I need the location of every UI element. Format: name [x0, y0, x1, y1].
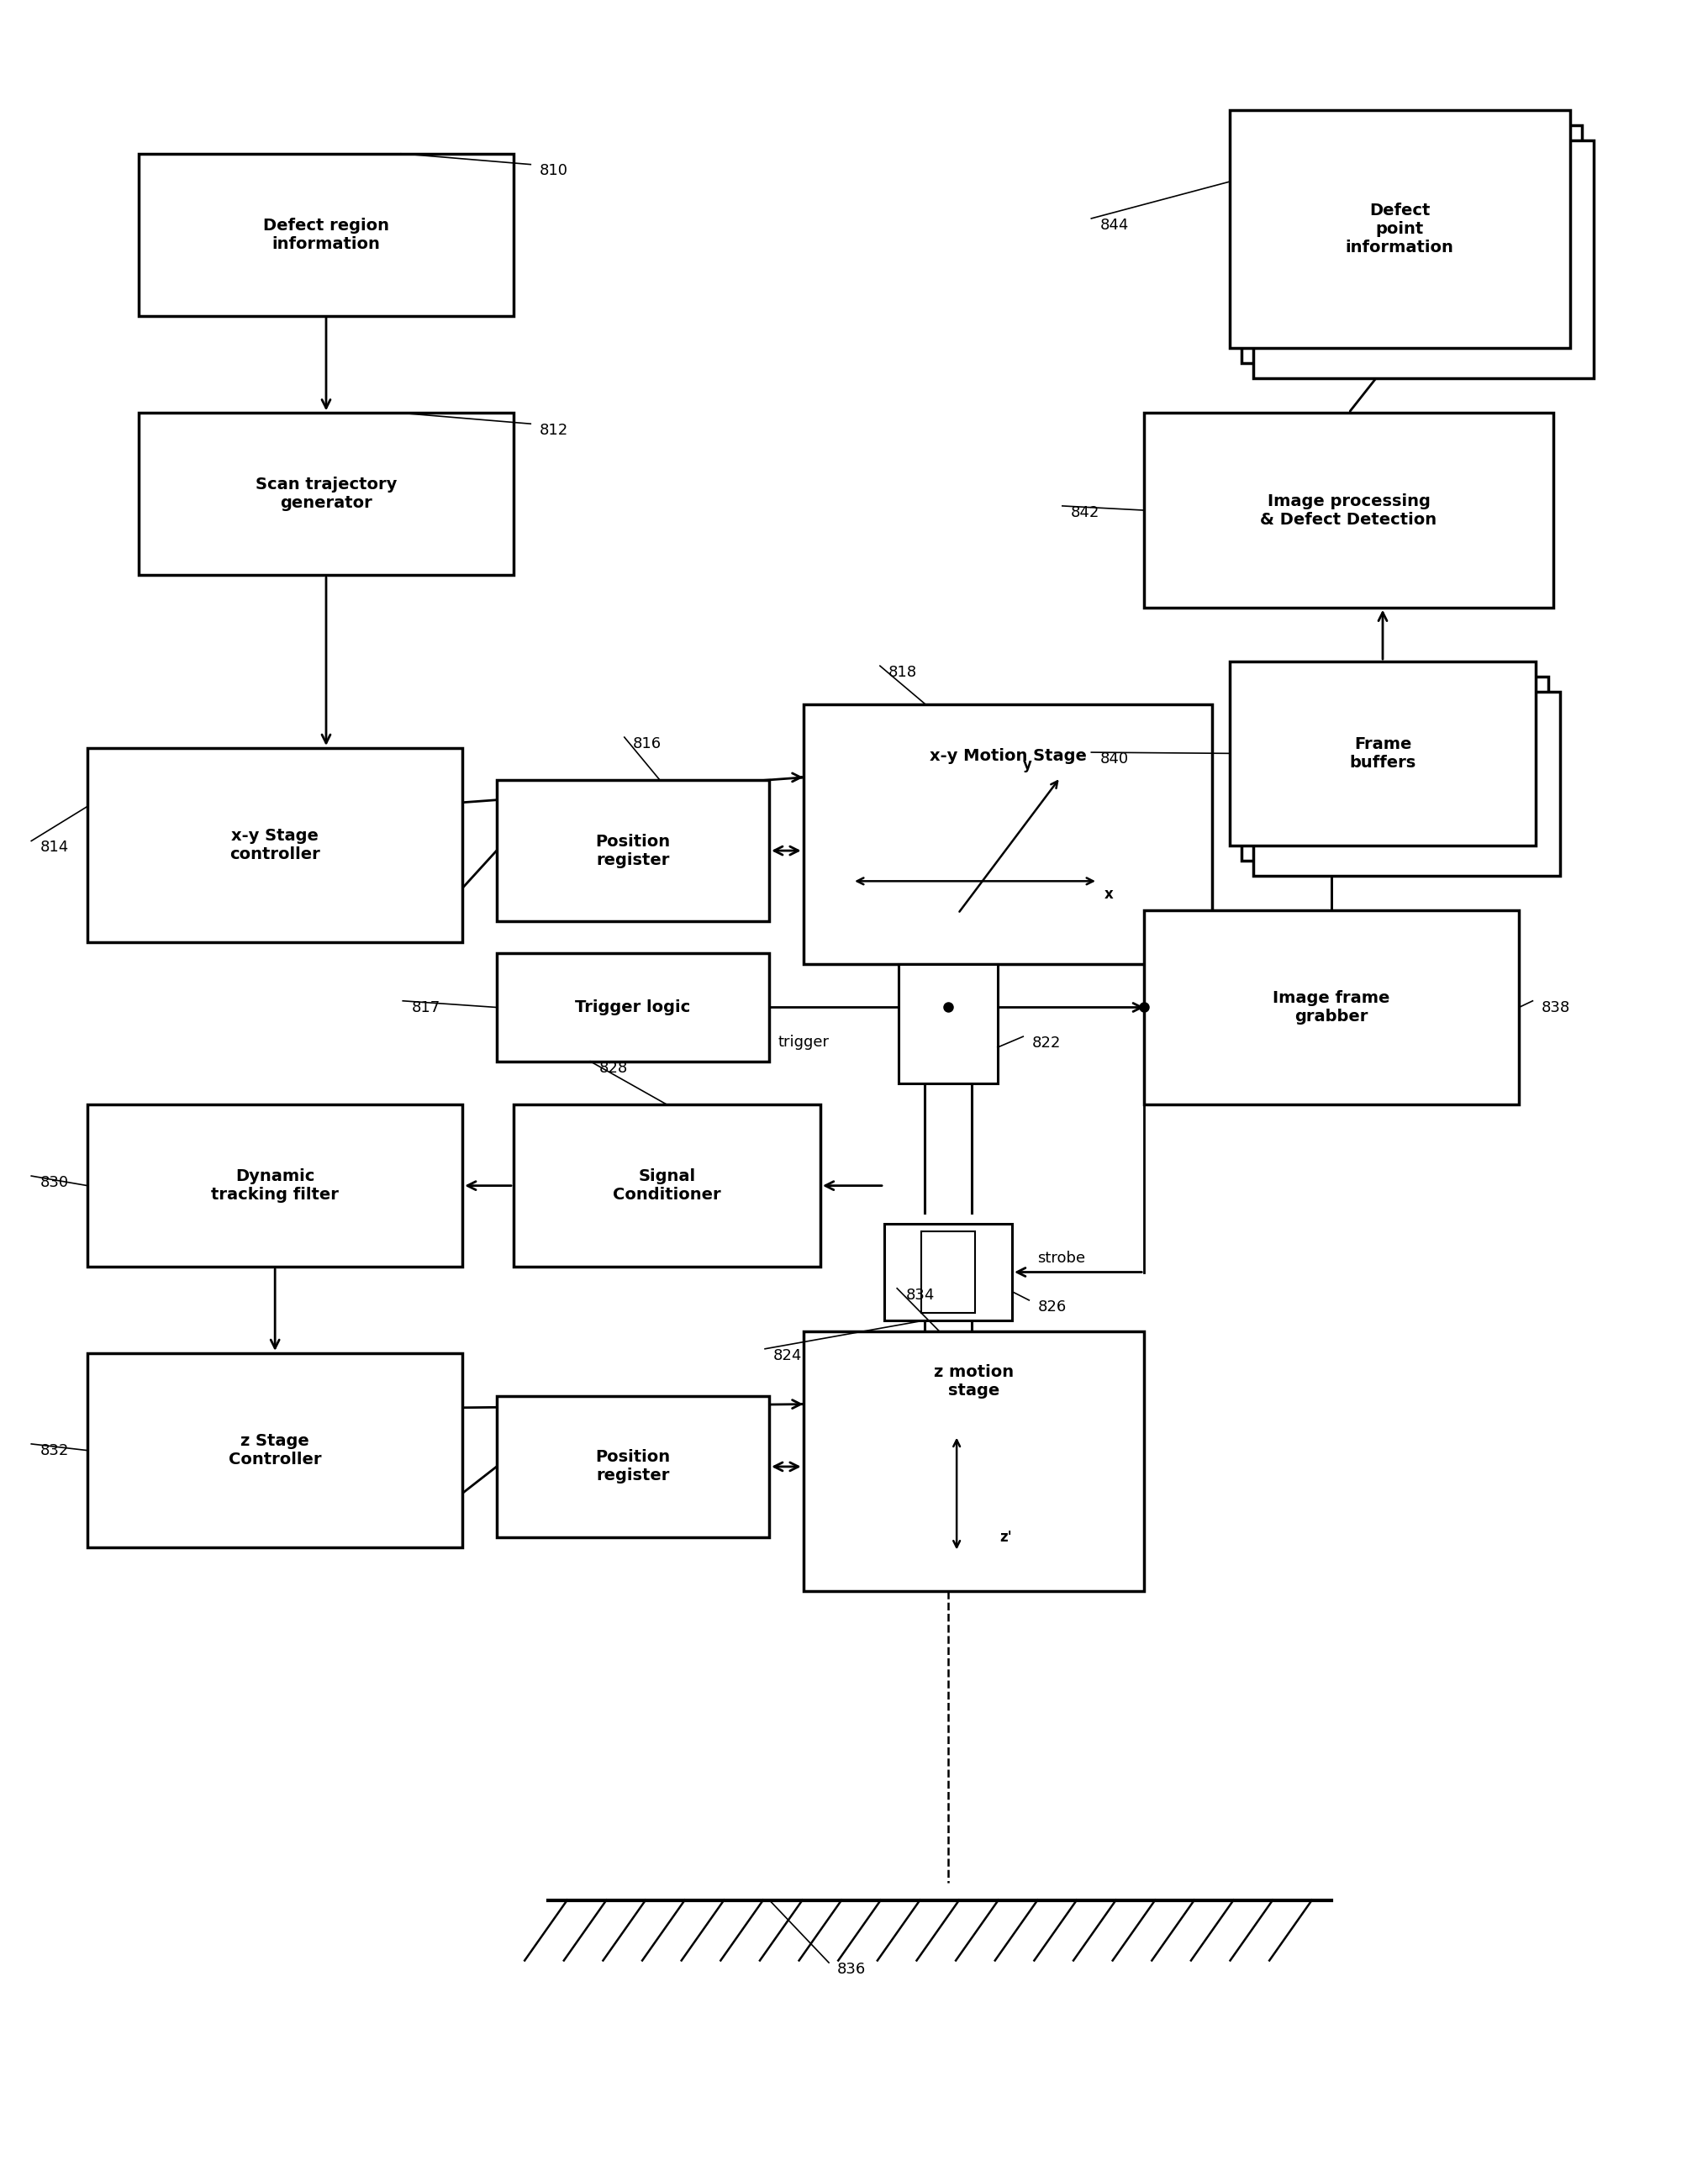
Bar [883, 1224, 1011, 1321]
Bar [803, 704, 1211, 964]
Text: 810: 810 [540, 162, 567, 178]
Bar [1144, 910, 1518, 1105]
Text: Frame
buffers: Frame buffers [1349, 736, 1416, 771]
Bar [138, 414, 514, 576]
Bar [87, 1105, 463, 1267]
Text: y: y [1023, 756, 1032, 771]
Text: Image processing
& Defect Detection: Image processing & Defect Detection [1261, 494, 1436, 529]
Text: 834: 834 [905, 1287, 934, 1302]
Text: 824: 824 [774, 1347, 803, 1362]
Text: trigger: trigger [777, 1035, 828, 1051]
Text: Signal
Conditioner: Signal Conditioner [613, 1167, 721, 1202]
Bar [921, 1230, 975, 1313]
Text: 812: 812 [540, 422, 567, 438]
Text: 822: 822 [1032, 1035, 1061, 1051]
Text: x-y Motion Stage: x-y Motion Stage [929, 747, 1086, 765]
Text: x-y Stage
controller: x-y Stage controller [229, 827, 319, 862]
Bar [1252, 691, 1559, 875]
Text: 828: 828 [598, 1061, 627, 1077]
Text: 832: 832 [39, 1443, 68, 1458]
Text: 816: 816 [632, 736, 661, 752]
Text: Position
register: Position register [594, 834, 670, 869]
Text: 836: 836 [837, 1962, 866, 1978]
Bar [87, 1354, 463, 1549]
Text: 817: 817 [412, 1001, 441, 1016]
Bar [497, 953, 769, 1061]
Text: 826: 826 [1037, 1300, 1066, 1315]
Bar [1228, 110, 1570, 349]
Bar [1228, 661, 1535, 845]
Text: x: x [1103, 886, 1114, 901]
Text: 842: 842 [1071, 505, 1100, 520]
Text: 830: 830 [39, 1174, 68, 1189]
Text: Position
register: Position register [594, 1449, 670, 1484]
Text: Dynamic
tracking filter: Dynamic tracking filter [212, 1167, 338, 1202]
Text: 844: 844 [1100, 217, 1129, 232]
Text: z motion
stage: z motion stage [933, 1365, 1013, 1399]
Text: Trigger logic: Trigger logic [576, 999, 690, 1016]
Bar [1240, 676, 1547, 860]
Text: Defect region
information: Defect region information [263, 217, 389, 251]
Bar [497, 780, 769, 921]
Bar [138, 154, 514, 316]
Text: 838: 838 [1541, 1001, 1570, 1016]
Bar [1252, 141, 1594, 379]
Bar [1240, 126, 1582, 364]
Text: Scan trajectory
generator: Scan trajectory generator [254, 477, 396, 511]
Text: 818: 818 [888, 665, 917, 680]
Text: 814: 814 [39, 840, 68, 856]
Bar [497, 1397, 769, 1538]
Text: z': z' [999, 1529, 1011, 1544]
Bar [514, 1105, 820, 1267]
Text: Image frame
grabber: Image frame grabber [1272, 990, 1390, 1025]
Text: Defect
point
information: Defect point information [1344, 204, 1454, 256]
Bar [87, 747, 463, 942]
Text: z Stage
Controller: z Stage Controller [229, 1434, 321, 1469]
Bar [898, 964, 997, 1083]
Bar [1144, 414, 1553, 606]
Text: 840: 840 [1100, 752, 1127, 767]
Bar [803, 1332, 1144, 1590]
Text: strobe: strobe [1037, 1250, 1085, 1265]
